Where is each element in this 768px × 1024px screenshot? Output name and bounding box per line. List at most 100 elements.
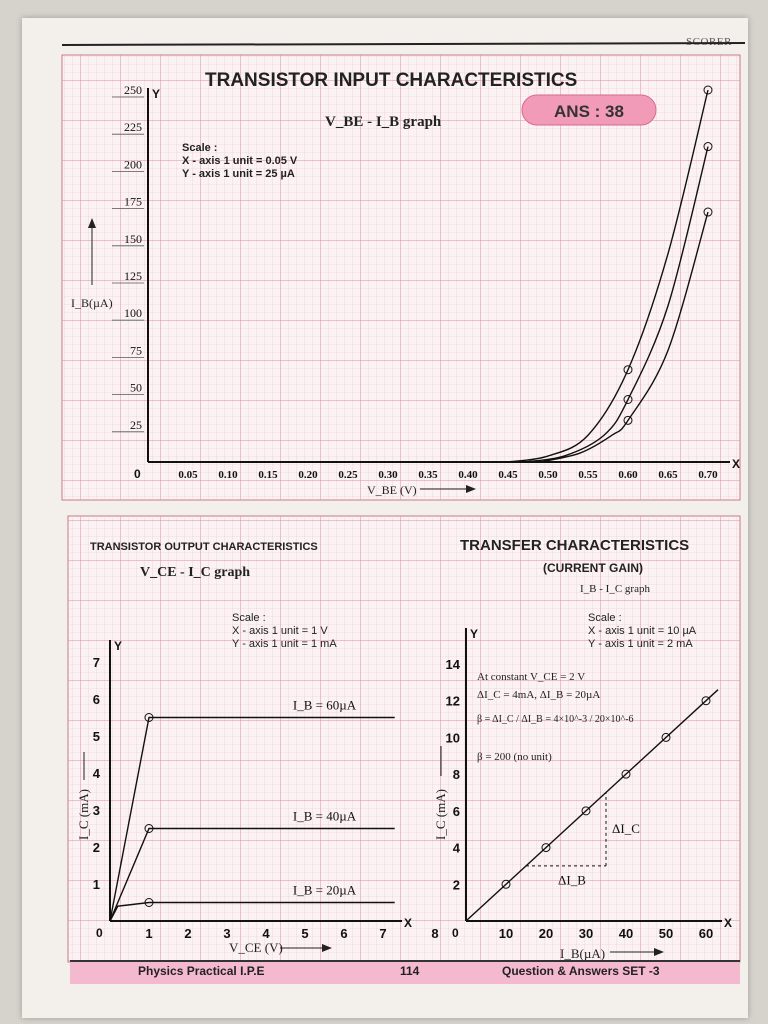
- output-grid: [68, 516, 740, 962]
- x-tick-label: 5: [301, 926, 308, 941]
- page-footer: Physics Practical I.P.E 114 Question & A…: [70, 960, 740, 984]
- input-curve: [507, 89, 709, 463]
- marked-point: [703, 142, 713, 152]
- curve-label: I_B = 20µA: [293, 883, 357, 898]
- y-axis-letter: Y: [470, 627, 478, 641]
- origin-label: 0: [134, 467, 141, 481]
- output-curve: [109, 827, 395, 922]
- x-axis-letter: X: [732, 457, 740, 471]
- output-scale-x: X - axis 1 unit = 1 V: [232, 625, 328, 637]
- transfer-scale-y: Y - axis 1 unit = 2 mA: [588, 638, 693, 650]
- input-grid: [62, 55, 740, 500]
- output-curve: [109, 901, 395, 922]
- input-curve: [539, 211, 709, 463]
- y-tick-label: 50: [130, 381, 142, 395]
- y-tick-label: 4: [453, 841, 461, 856]
- x-tick-label: 30: [579, 926, 593, 941]
- curve-label: I_B = 40µA: [293, 809, 357, 824]
- x-tick-label: 0.35: [418, 469, 438, 481]
- y-tick-label: 2: [453, 877, 460, 892]
- input-scale-x: X - axis 1 unit = 0.05 V: [182, 155, 298, 167]
- x-tick-label: 0.20: [298, 469, 318, 481]
- input-curve: [523, 146, 709, 463]
- x-tick-label: 0.45: [498, 469, 518, 481]
- input-chart-title: TRANSISTOR INPUT CHARACTERISTICS: [205, 70, 577, 91]
- transfer-scale-x: X - axis 1 unit = 10 µA: [588, 625, 697, 637]
- y-tick-label: 2: [93, 840, 100, 855]
- x-tick-label: 10: [499, 926, 513, 941]
- y-tick-label: 25: [130, 418, 142, 432]
- output-scale-heading: Scale :: [232, 612, 266, 624]
- x-axis-letter: X: [724, 916, 732, 930]
- x-tick-label: 50: [659, 926, 673, 941]
- y-tick-label: 6: [453, 804, 460, 819]
- transfer-note-1: At constant V_CE = 2 V: [477, 671, 585, 683]
- output-y-label: I_C (mA): [76, 789, 91, 840]
- transfer-line: [465, 689, 719, 922]
- origin-label: 0: [452, 926, 459, 940]
- data-point: [701, 696, 711, 706]
- y-axis-letter: Y: [114, 639, 122, 653]
- y-tick-label: 225: [124, 120, 142, 134]
- data-point: [501, 879, 511, 889]
- marked-point: [144, 898, 154, 907]
- x-tick-label: 4: [262, 926, 270, 941]
- y-axis-letter: Y: [152, 87, 160, 101]
- y-tick-label: 200: [124, 157, 142, 171]
- x-tick-label: 0.10: [218, 469, 238, 481]
- origin-label: 0: [96, 926, 103, 940]
- x-tick-label: 0.70: [698, 469, 718, 481]
- y-tick-label: 14: [446, 657, 461, 672]
- x-tick-label: 0.05: [178, 469, 198, 481]
- x-tick-label: 20: [539, 926, 553, 941]
- x-tick-label: 0.65: [658, 469, 678, 481]
- transfer-chart-plot: Y X 0 10 20 30 40 50 60 2 4 6 8 10 12 14 ΔI_C ΔI_B: [446, 627, 732, 941]
- input-x-label: V_BE (V): [367, 483, 417, 497]
- delta-ib-label: ΔI_B: [558, 872, 586, 887]
- footer-right: Question & Answers SET -3: [502, 964, 660, 978]
- x-tick-label: 60: [699, 926, 713, 941]
- answer-badge-label: ANS : 38: [554, 102, 624, 121]
- x-tick-label: 0.25: [338, 469, 358, 481]
- x-tick-label: 0.30: [378, 469, 398, 481]
- marked-point: [623, 395, 633, 405]
- x-tick-label: 0.40: [458, 469, 478, 481]
- marked-point: [144, 824, 154, 833]
- x-tick-label: 1: [145, 926, 152, 941]
- y-tick-label: 4: [93, 766, 101, 781]
- y-tick-label: 7: [93, 655, 100, 670]
- data-point: [541, 843, 551, 853]
- output-chart-subtitle: V_CE - I_C graph: [140, 565, 250, 580]
- delta-ic-label: ΔI_C: [612, 821, 640, 836]
- marked-point: [623, 365, 633, 375]
- x-tick-label: 40: [619, 926, 633, 941]
- x-tick-label: 0.50: [538, 469, 558, 481]
- brand-mark: SCORER: [686, 36, 732, 48]
- input-chart-plot: Y X 0 0.05 0.10 0.15 0.20 0.25 0.30 0.35 0.40 0.45 0…: [112, 83, 740, 481]
- marked-point: [703, 85, 713, 95]
- x-tick-label: 6: [340, 926, 347, 941]
- y-tick-label: 10: [446, 730, 460, 745]
- x-tick-label: 3: [223, 926, 230, 941]
- input-chart-subtitle: V_BE - I_B graph: [325, 114, 442, 130]
- marked-point: [144, 713, 154, 722]
- output-chart-title: TRANSISTOR OUTPUT CHARACTERISTICS: [90, 541, 318, 553]
- data-point: [661, 732, 671, 742]
- x-tick-label: 0.55: [578, 469, 598, 481]
- output-x-label: V_CE (V): [229, 940, 283, 955]
- footer-left: Physics Practical I.P.E: [138, 964, 265, 978]
- transfer-chart-subtitle: (CURRENT GAIN): [543, 561, 643, 575]
- output-curve: [109, 716, 395, 922]
- y-tick-label: 5: [93, 729, 100, 744]
- transfer-chart-title: TRANSFER CHARACTERISTICS: [460, 537, 689, 554]
- y-tick-label: 75: [130, 343, 142, 357]
- y-tick-label: 150: [124, 232, 142, 246]
- transfer-note-2: ΔI_C = 4mA, ΔI_B = 20µA: [477, 689, 600, 701]
- transfer-note-4: β = 200 (no unit): [477, 751, 552, 763]
- transfer-y-label: I_C (mA): [433, 789, 448, 840]
- x-tick-label: 0.60: [618, 469, 638, 481]
- y-tick-label: 175: [124, 195, 142, 209]
- output-scale-y: Y - axis 1 unit = 1 mA: [232, 638, 337, 650]
